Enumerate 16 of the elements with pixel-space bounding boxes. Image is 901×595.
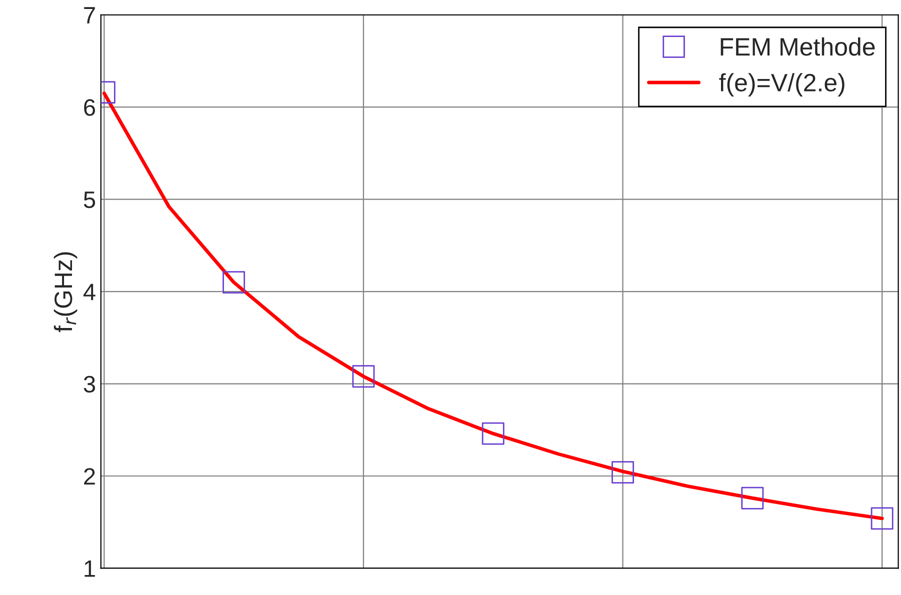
y-tick-label: 2 — [84, 468, 95, 485]
point — [222, 271, 246, 294]
y-tick-label: 1 — [84, 560, 95, 577]
legend-label: FEM Methode — [720, 37, 875, 56]
point — [352, 365, 375, 388]
legend-label: f(e)=V/(2.e) — [719, 73, 844, 96]
y-tick-label: 6 — [84, 99, 96, 116]
point — [482, 422, 504, 445]
point — [870, 507, 894, 530]
y-axis-title: f$_{r}$(GHz) — [54, 252, 78, 332]
y-tick-label: 4 — [83, 284, 96, 300]
point — [741, 486, 764, 510]
y-tick-label: 5 — [84, 192, 96, 208]
point — [612, 461, 634, 484]
y-tick-label: 3 — [84, 376, 96, 393]
y-tick-label: 7 — [84, 7, 95, 24]
